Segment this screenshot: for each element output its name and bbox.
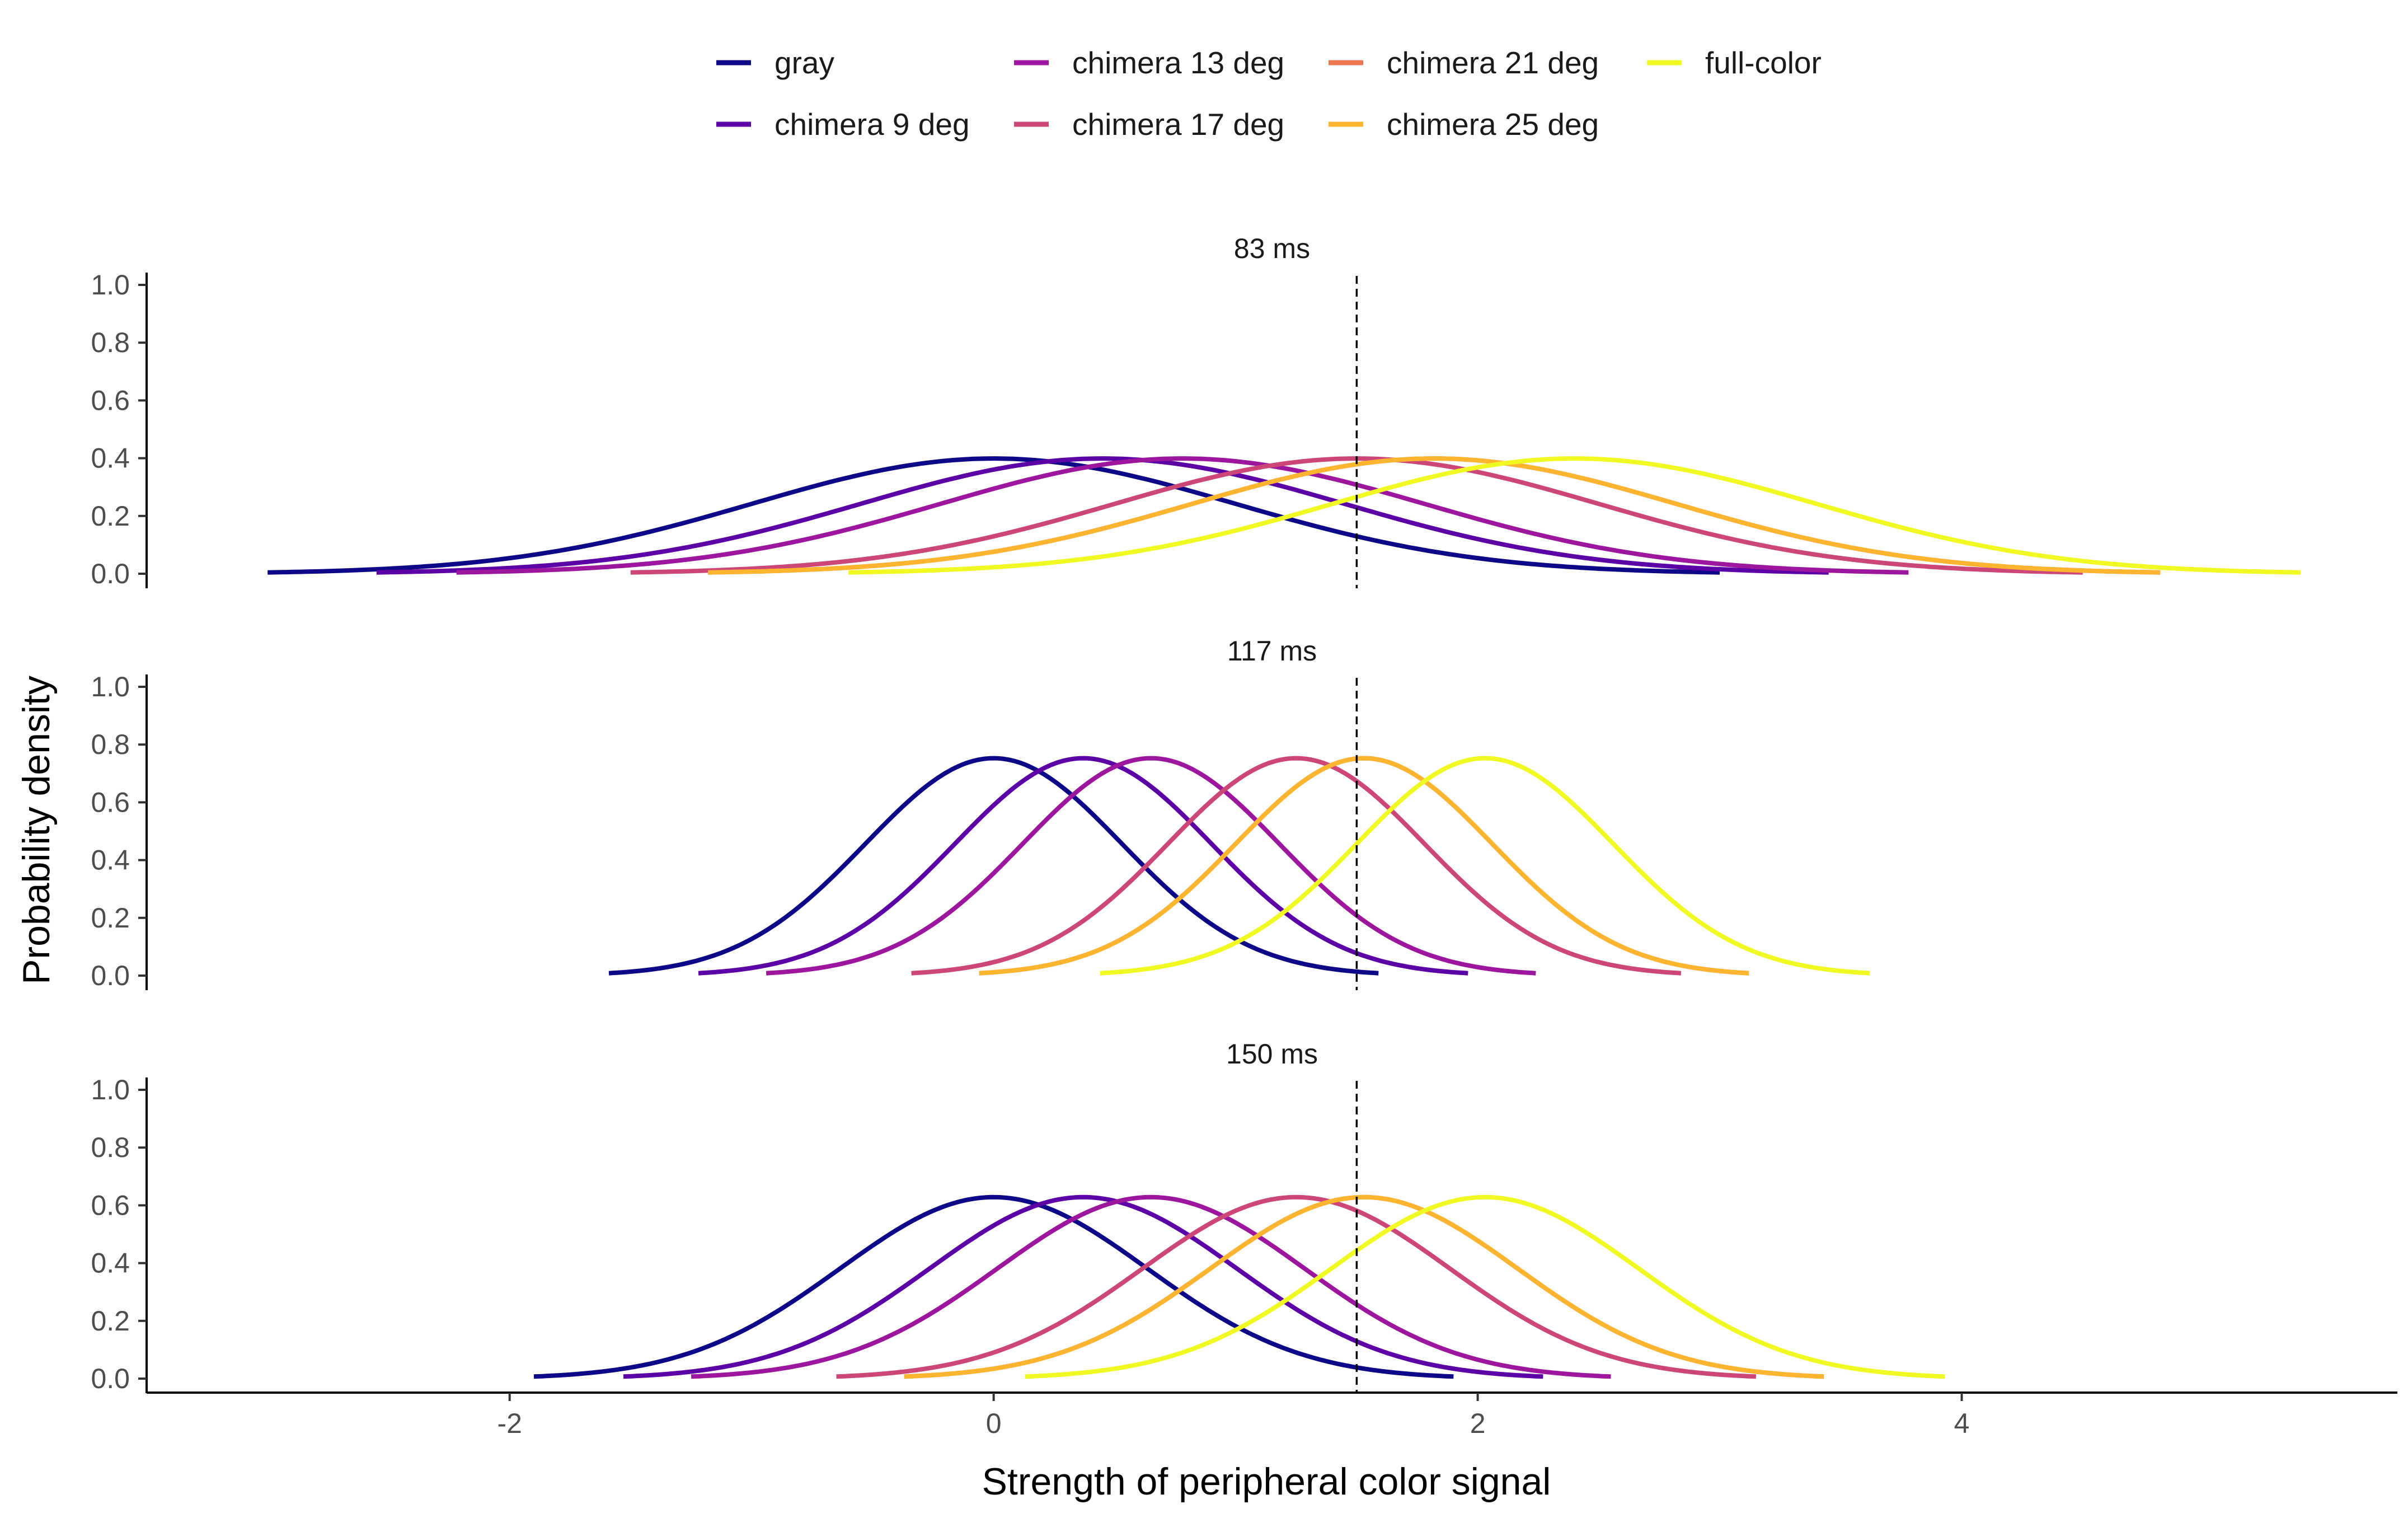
y-tick-label: 0.4 [91,1248,130,1279]
y-tick-label: 0.6 [91,1189,130,1221]
legend-label-chimera-25-deg: chimera 25 deg [1387,107,1599,142]
legend-label-gray: gray [774,45,834,80]
y-tick-label: 0.8 [91,1132,130,1163]
curve-chimera-13-deg-150-ms [691,1194,1611,1379]
y-tick-label: 0.8 [91,327,130,358]
x-axis-title: Strength of peripheral color signal [982,1460,1551,1503]
panel-title-150-ms: 150 ms [1226,1038,1318,1070]
panel-title-117-ms: 117 ms [1227,635,1317,667]
y-tick-label: 0.2 [91,902,130,934]
legend-item-chimera-25-deg: chimera 25 deg [1329,107,1599,142]
curve-chimera-17-deg-150-ms [836,1194,1757,1379]
legend-label-chimera-21-deg: chimera 21 deg [1387,45,1599,80]
curve-gray-150-ms [533,1194,1454,1379]
curve-chimera-25-deg-83-ms [708,456,2161,575]
panel-117-ms: 117 ms 0.0 0.2 0.4 0.6 0.8 1.0 [91,635,1870,991]
x-tick-label: 2 [1470,1408,1486,1439]
legend-item-chimera-13-deg: chimera 13 deg [1014,45,1284,80]
y-tick-label: 0.2 [91,1305,130,1337]
legend: gray chimera 9 deg chimera 13 deg chimera 1… [716,45,1822,142]
curve-gray-117-ms [608,756,1379,976]
legend-label-full-color: full-color [1705,45,1822,80]
x-tick-label: 0 [986,1408,1002,1439]
y-tick-label: 1.0 [91,671,130,702]
curve-full-color-150-ms [1025,1194,1945,1379]
x-tick-label: -2 [497,1408,522,1439]
y-tick-label: 0.0 [91,558,130,589]
legend-label-chimera-17-deg: chimera 17 deg [1072,107,1284,142]
curve-chimera-9-deg-150-ms [623,1194,1543,1379]
y-tick-label: 0.2 [91,500,130,532]
curve-chimera-17-deg-117-ms [911,756,1682,976]
y-tick-label: 0.6 [91,385,130,416]
panel-83-ms: 83 ms 0.0 0.2 0.4 0.6 0.8 1.0 [91,233,2301,589]
curve-chimera-25-deg-150-ms [904,1194,1824,1379]
legend-item-chimera-17-deg: chimera 17 deg [1014,107,1284,142]
x-tick-label: 4 [1954,1408,1970,1439]
curve-full-color-83-ms [848,456,2301,575]
curve-chimera-25-deg-117-ms [979,756,1749,976]
curve-chimera-13-deg-117-ms [766,756,1536,976]
legend-item-full-color: full-color [1647,45,1822,80]
panel-title-83-ms: 83 ms [1234,233,1310,264]
x-axis: -2 0 2 4 [147,1392,2397,1439]
facet-panels: 83 ms 0.0 0.2 0.4 0.6 0.8 1.0 117 ms 0.0 0.2 0.4 0.… [91,233,2301,1394]
curve-chimera-13-deg-83-ms [456,456,1909,575]
legend-label-chimera-13-deg: chimera 13 deg [1072,45,1284,80]
curve-chimera-9-deg-117-ms [698,756,1468,976]
y-tick-label: 0.0 [91,1363,130,1394]
legend-item-gray: gray [716,45,834,80]
legend-label-chimera-9-deg: chimera 9 deg [774,107,970,142]
y-tick-label: 0.0 [91,960,130,991]
panel-150-ms: 150 ms 0.0 0.2 0.4 0.6 0.8 1.0 [91,1038,1945,1394]
y-tick-label: 1.0 [91,1074,130,1105]
legend-item-chimera-21-deg: chimera 21 deg [1329,45,1599,80]
legend-item-chimera-9-deg: chimera 9 deg [716,107,970,142]
curve-chimera-9-deg-83-ms [376,456,1829,575]
y-tick-label: 0.6 [91,786,130,818]
y-axis-title: Probability density [15,676,58,985]
curve-gray-83-ms [267,456,1720,575]
y-tick-label: 0.8 [91,729,130,760]
y-tick-label: 1.0 [91,269,130,301]
y-tick-label: 0.4 [91,845,130,876]
curve-chimera-21-deg-150-ms [904,1194,1824,1379]
y-tick-label: 0.4 [91,443,130,474]
curve-full-color-117-ms [1100,756,1870,976]
